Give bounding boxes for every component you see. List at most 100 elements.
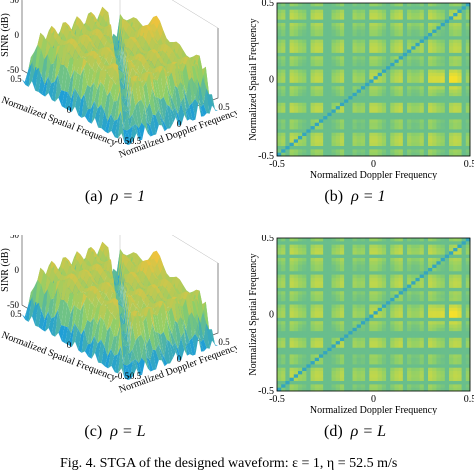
heatmap-cell xyxy=(415,80,420,84)
heatmap-cell xyxy=(432,26,437,30)
heatmap-cell xyxy=(332,308,337,312)
heatmap-cell xyxy=(369,53,374,57)
heatmap-cell xyxy=(365,30,370,34)
heatmap-cell xyxy=(353,119,358,123)
heatmap-cell xyxy=(323,80,328,84)
heatmap-cell xyxy=(332,334,337,338)
heatmap-cell xyxy=(441,63,446,67)
heatmap-cell xyxy=(378,73,383,77)
heatmap-cell xyxy=(449,13,454,17)
heatmap-cell xyxy=(436,43,441,47)
heatmap-cell xyxy=(340,26,345,30)
heatmap-cell xyxy=(361,30,366,34)
heatmap-cell xyxy=(302,368,307,372)
heatmap-cell xyxy=(390,106,395,110)
heatmap-cell xyxy=(382,83,387,87)
heatmap-cell xyxy=(432,20,437,24)
heatmap-cell xyxy=(415,63,420,67)
heatmap-cell xyxy=(348,86,353,90)
heatmap-cell xyxy=(306,275,311,279)
heatmap-cell xyxy=(424,89,429,93)
heatmap-cell xyxy=(290,63,295,67)
heatmap-cell xyxy=(311,129,316,133)
heatmap-cell xyxy=(344,46,349,50)
heatmap-cell xyxy=(294,80,299,84)
heatmap-cell xyxy=(428,119,433,123)
heatmap-cell xyxy=(399,23,404,27)
heatmap-cell xyxy=(340,248,345,252)
heatmap-cell xyxy=(369,6,374,10)
heatmap-cell xyxy=(382,109,387,113)
heatmap-cell xyxy=(294,146,299,150)
heatmap-cell xyxy=(462,133,467,137)
heatmap-cell xyxy=(361,60,366,64)
heatmap-cell xyxy=(285,106,290,110)
heatmap-cell xyxy=(353,143,358,147)
heatmap-cell xyxy=(449,63,454,67)
heatmap-cell xyxy=(357,89,362,93)
heatmap-cell xyxy=(285,344,290,348)
heatmap-cell xyxy=(432,133,437,137)
heatmap-cell xyxy=(336,133,341,137)
heatmap-cell xyxy=(327,328,332,332)
heatmap-cell xyxy=(311,113,316,117)
heatmap-cell xyxy=(353,50,358,54)
heatmap-cell xyxy=(441,16,446,20)
heatmap-cell xyxy=(302,281,307,285)
heatmap-cell xyxy=(399,113,404,117)
heatmap-cell xyxy=(365,80,370,84)
heatmap-cell xyxy=(327,341,332,345)
heatmap-cell xyxy=(294,288,299,292)
heatmap-cell xyxy=(302,46,307,50)
heatmap-cell xyxy=(390,83,395,87)
heatmap-cell xyxy=(277,278,282,282)
heatmap-cell xyxy=(369,126,374,130)
heatmap-cell xyxy=(436,6,441,10)
heatmap-cell xyxy=(361,133,366,137)
heatmap-cell xyxy=(394,66,399,70)
heatmap-cell xyxy=(462,30,467,34)
heatmap-cell xyxy=(361,93,366,97)
heatmap-cell xyxy=(277,265,282,269)
heatmap-cell xyxy=(319,338,324,342)
heatmap-cell xyxy=(340,328,345,332)
heatmap-cell xyxy=(340,149,345,153)
heatmap-cell xyxy=(327,30,332,34)
heatmap-cell xyxy=(323,46,328,50)
heatmap-cell xyxy=(302,371,307,375)
heatmap-cell xyxy=(407,149,412,153)
heatmap-cell xyxy=(453,66,458,70)
heatmap-cell xyxy=(457,40,462,44)
heatmap-cell xyxy=(365,119,370,123)
heatmap-cell xyxy=(403,103,408,107)
heatmap-cell xyxy=(462,136,467,140)
heatmap-cell xyxy=(428,149,433,153)
heatmap-cell xyxy=(294,83,299,87)
heatmap-cell xyxy=(294,119,299,123)
heatmap-cell xyxy=(306,371,311,375)
heatmap-cell xyxy=(462,60,467,64)
heatmap-cell xyxy=(336,6,341,10)
heatmap-cell xyxy=(277,123,282,127)
heatmap-cell xyxy=(281,301,286,305)
heatmap-cell xyxy=(399,126,404,130)
heatmap-cell xyxy=(340,251,345,255)
heatmap-cell xyxy=(407,96,412,100)
heatmap-cell xyxy=(378,6,383,10)
heatmap-cell xyxy=(290,143,295,147)
heatmap-cell xyxy=(319,241,324,245)
heatmap-cell xyxy=(290,30,295,34)
heatmap-cell xyxy=(432,66,437,70)
heatmap-cell xyxy=(311,271,316,275)
heatmap-cell xyxy=(449,109,454,113)
heatmap-cell xyxy=(332,348,337,352)
heatmap-cell xyxy=(302,76,307,80)
heatmap-cell xyxy=(340,139,345,143)
heatmap-cell xyxy=(340,308,345,312)
heatmap-cell xyxy=(441,99,446,103)
heatmap-cell xyxy=(394,26,399,30)
heatmap-cell xyxy=(403,36,408,40)
heatmap-cell xyxy=(411,116,416,120)
heatmap-cell xyxy=(415,40,420,44)
heatmap-cell xyxy=(344,149,349,153)
